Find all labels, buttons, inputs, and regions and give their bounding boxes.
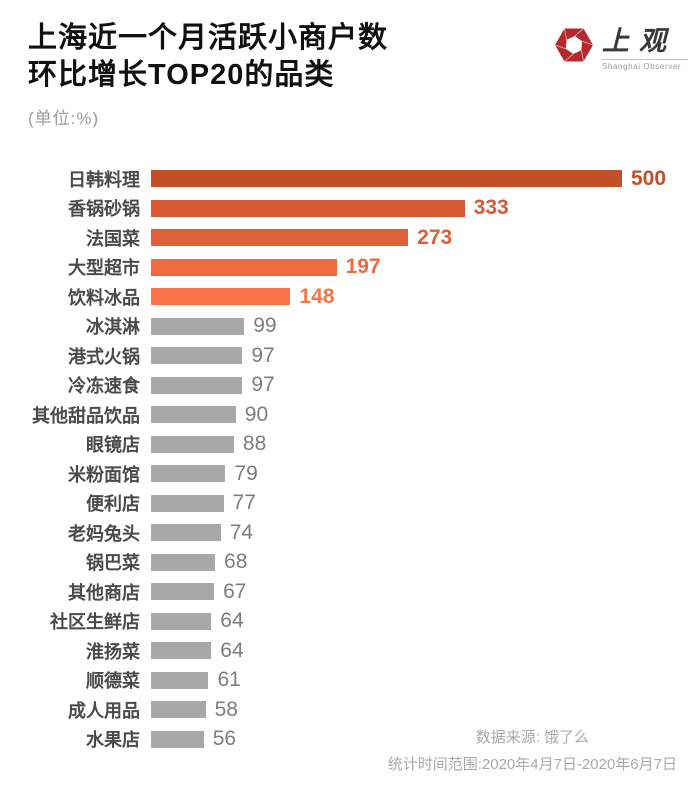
bar-row: 大型超市 197 <box>0 253 696 283</box>
value-label: 500 <box>631 166 667 190</box>
category-label: 饮料冰品 <box>68 287 140 308</box>
value-label: 88 <box>242 432 267 456</box>
category-label: 社区生鲜店 <box>50 612 140 633</box>
value-label: 68 <box>224 550 248 574</box>
bar <box>151 671 209 689</box>
value-label: 56 <box>212 727 237 751</box>
bar <box>151 406 236 424</box>
bar <box>151 317 245 335</box>
value-label: 79 <box>234 461 258 485</box>
bar <box>151 730 204 748</box>
bar-row: 其他商店 67 <box>0 577 696 607</box>
bar-row: 便利店 77 <box>0 489 696 519</box>
value-label: 58 <box>214 697 238 721</box>
bar <box>151 494 224 512</box>
category-label: 香锅砂锅 <box>68 199 140 220</box>
bar <box>151 583 215 601</box>
value-label: 97 <box>251 373 275 397</box>
bar-row: 锅巴菜 68 <box>0 548 696 578</box>
bar <box>151 553 216 571</box>
category-label: 便利店 <box>86 494 140 515</box>
bar-row: 米粉面馆 79 <box>0 459 696 489</box>
value-label: 90 <box>244 402 269 426</box>
logo-text: 上观 Shanghai Observer <box>602 24 688 71</box>
logo-cn-name: 上观 <box>602 26 676 56</box>
bar <box>151 347 243 365</box>
bar-row: 日韩料理 500 <box>0 164 696 194</box>
category-label: 顺德菜 <box>86 671 140 692</box>
bar-row: 饮料冰品 148 <box>0 282 696 312</box>
value-label: 148 <box>299 284 335 308</box>
data-source: 数据来源: 饿了么 <box>475 729 590 746</box>
value-label: 74 <box>229 520 254 544</box>
value-label: 67 <box>223 579 247 603</box>
category-label: 成人用品 <box>68 700 140 721</box>
category-label: 日韩料理 <box>68 169 140 190</box>
bar-chart: 日韩料理 500 香锅砂锅 333 法国菜 273 大型超市 197 饮料冰品 148 冰淇淋 99 港… <box>0 164 696 754</box>
bar <box>151 701 206 719</box>
title-line-1: 上海近一个月活跃小商户数 <box>28 22 389 54</box>
bar-row: 淮扬菜 64 <box>0 636 696 666</box>
bar <box>151 612 212 630</box>
footer: 数据来源: 饿了么 统计时间范围:2020年4月7日-2020年6月7日 <box>388 724 677 778</box>
category-label: 其他甜品饮品 <box>32 405 140 426</box>
bar <box>151 288 291 306</box>
category-label: 锅巴菜 <box>86 553 140 574</box>
category-label: 港式火锅 <box>68 346 140 367</box>
bar <box>151 199 465 217</box>
logo-en-name: Shanghai Observer <box>602 62 682 71</box>
bar <box>151 229 409 247</box>
bar-row: 眼镜店 88 <box>0 430 696 460</box>
logo-divider <box>602 59 688 60</box>
bar <box>151 258 337 276</box>
title-line-2: 环比增长TOP20的品类 <box>28 59 335 91</box>
category-label: 淮扬菜 <box>86 641 140 662</box>
bar <box>151 642 212 660</box>
bar-rows: 日韩料理 500 香锅砂锅 333 法国菜 273 大型超市 197 饮料冰品 148 冰淇淋 99 港… <box>0 164 696 754</box>
value-label: 333 <box>473 196 509 220</box>
aperture-hexagon-icon <box>554 28 594 62</box>
category-label: 老妈兔头 <box>68 523 140 544</box>
bar-row: 冰淇淋 99 <box>0 312 696 342</box>
bar-row: 香锅砂锅 333 <box>0 194 696 224</box>
value-label: 197 <box>345 255 381 279</box>
bar-row: 成人用品 58 <box>0 695 696 725</box>
value-label: 97 <box>251 343 275 367</box>
bar-row: 水果店 56 <box>0 725 696 755</box>
category-label: 其他商店 <box>68 582 140 603</box>
bar-row: 法国菜 273 <box>0 223 696 253</box>
category-label: 水果店 <box>86 730 140 751</box>
category-label: 米粉面馆 <box>68 464 140 485</box>
category-label: 冰淇淋 <box>86 317 140 338</box>
bar <box>151 435 234 453</box>
category-label: 冷冻速食 <box>68 376 140 397</box>
category-label: 大型超市 <box>68 258 140 279</box>
bar <box>151 376 243 394</box>
category-label: 眼镜店 <box>86 435 140 456</box>
value-label: 61 <box>217 668 241 692</box>
bar-row: 冷冻速食 97 <box>0 371 696 401</box>
bar-row: 港式火锅 97 <box>0 341 696 371</box>
value-label: 77 <box>232 491 256 515</box>
bar-row: 社区生鲜店 64 <box>0 607 696 637</box>
shangguan-logo: 上观 Shanghai Observer <box>554 24 688 71</box>
value-label: 273 <box>417 225 453 249</box>
date-range: 统计时间范围:2020年4月7日-2020年6月7日 <box>387 756 677 773</box>
bar <box>151 524 221 542</box>
bar-row: 其他甜品饮品 90 <box>0 400 696 430</box>
value-label: 99 <box>253 314 277 338</box>
bar-row: 顺德菜 61 <box>0 666 696 696</box>
category-label: 法国菜 <box>86 228 140 249</box>
value-label: 64 <box>220 609 244 633</box>
bar-row: 老妈兔头 74 <box>0 518 696 548</box>
header: 上海近一个月活跃小商户数 环比增长TOP20的品类 (单位:%) <box>28 20 388 129</box>
bar <box>151 465 226 483</box>
page-title: 上海近一个月活跃小商户数 环比增长TOP20的品类 <box>28 20 388 94</box>
value-label: 64 <box>220 638 244 662</box>
bar <box>151 170 622 188</box>
unit-subtitle: (单位:%) <box>28 109 100 128</box>
